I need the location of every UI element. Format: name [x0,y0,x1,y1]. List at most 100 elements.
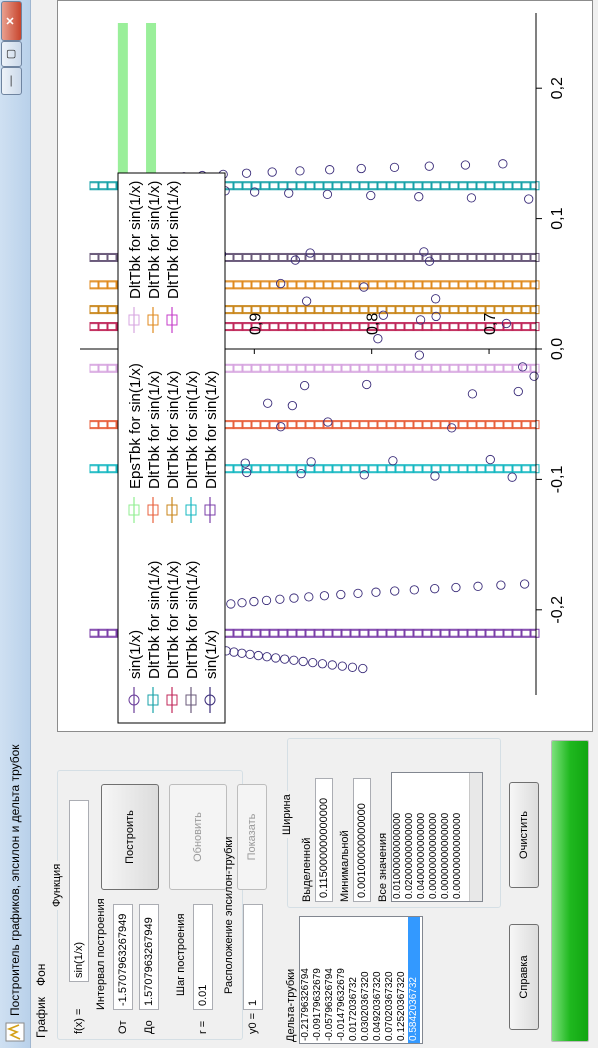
help-button[interactable]: Справка [509,924,539,1030]
delta-tube-marker [350,322,360,332]
function-point [275,594,285,604]
window-title: Построитель графиков, эпсилон и дельта т… [8,744,22,1016]
delta-tube-marker [449,322,459,332]
all-values-listbox[interactable]: 0.01000000000000 0.02000000000000 0.0400… [391,772,483,902]
function-point [507,472,517,482]
legend-label: DltTbk for sin(1/x) [165,561,182,679]
delta-tube-marker [404,464,414,474]
delta-tube-marker [413,181,423,191]
function-point [513,386,523,397]
delta-tube-marker [359,252,369,262]
refresh-button[interactable]: Обновить [169,784,227,890]
show-button[interactable]: Показать [237,784,267,890]
delta-tube-marker [512,420,522,430]
delta-tube-marker [512,363,522,373]
build-button[interactable]: Построить [101,784,159,890]
delta-list-item-selected[interactable]: 0.5842036732 [408,917,420,1043]
to-input[interactable]: 1.5707963267949 [139,904,159,1010]
from-input[interactable]: -1.5707963267949 [113,904,133,1010]
app-icon [5,1022,25,1042]
maximize-button[interactable]: ▢ [1,41,22,67]
function-point [249,187,260,197]
delta-tube-marker [359,322,369,332]
delta-tube-marker [242,252,252,262]
function-point [322,189,333,199]
delta-tube-marker [296,280,306,290]
function-point [280,654,290,664]
delta-tube-marker [278,464,288,474]
delta-tube-marker [305,181,315,191]
delta-list-item[interactable]: 0.04920367320 [372,971,383,1041]
function-point [460,160,471,170]
delta-tube-marker [359,420,369,430]
delta-tube-marker [98,420,108,430]
all-values-item[interactable]: 0.00000000000000 [428,812,439,899]
legend-marker [128,314,140,326]
delta-tube-marker [377,628,387,638]
all-values-item[interactable]: 0.01000000000000 [392,812,403,899]
delta-tube-marker [386,181,396,191]
delta-tube-marker [422,280,432,290]
delta-tube-marker [503,322,513,332]
delta-tube-marker [485,280,495,290]
delta-tube-marker [251,628,261,638]
delta-list-item[interactable]: 0.03020367320 [360,971,371,1041]
delta-tube-marker [350,363,360,373]
delta-tube-marker [485,181,495,191]
delta-tube-marker [521,322,531,332]
delta-tube-marker [404,252,414,262]
menu-item-background[interactable]: Фон [34,963,48,986]
delta-listbox[interactable]: -0.21796326794 -0.09179632679 -0.0579632… [299,916,423,1044]
delta-list-item[interactable]: -0.09179632679 [312,968,323,1041]
delta-tube-marker [494,628,504,638]
delta-list-item[interactable]: -0.01479632679 [336,968,347,1041]
delta-list-item[interactable]: 0.0172036732 [348,977,359,1041]
delta-tube-marker [467,464,477,474]
delta-list-item[interactable]: 0.07020367320 [384,971,395,1041]
function-point [430,471,440,481]
delta-tube-marker [251,322,261,332]
delta-list-item[interactable]: -0.21796326794 [300,968,311,1041]
menu-item-graph[interactable]: График [34,997,48,1038]
delta-tube-marker [386,322,396,332]
delta-tube-marker [368,420,378,430]
legend-label: DltTbk for sin(1/x) [165,181,182,299]
delta-tube-marker [260,363,270,373]
delta-tube-marker [530,628,540,638]
fx-input[interactable]: sin(1/x) [69,800,89,982]
delta-tube-marker [251,252,261,262]
close-button[interactable]: ✕ [1,1,22,41]
all-values-item[interactable]: 0.00000000000000 [452,812,463,899]
function-point [451,582,461,593]
delta-tube-marker [485,363,495,373]
all-values-item[interactable]: 0.00000000000000 [440,812,451,899]
function-point [289,655,299,665]
legend-marker [204,694,216,706]
function-point [424,161,434,171]
delta-tube-marker [503,181,513,191]
delta-tube-marker [242,322,252,332]
delta-tube-marker [296,420,306,430]
delta-list-item[interactable]: -0.05796326794 [324,968,335,1041]
delta-tube-marker [431,181,441,191]
delta-tube-marker [341,464,351,474]
delta-tube-marker [449,252,459,262]
delta-tube-marker [314,252,324,262]
clear-button[interactable]: Очистить [509,782,539,888]
delta-tube-marker [305,322,315,332]
all-values-item[interactable]: 0.04000000000000 [416,812,427,899]
delta-tube-marker [242,305,252,315]
delta-tube-marker [296,628,306,638]
delta-list-item[interactable]: 0.12520367320 [396,971,407,1041]
delta-tube-marker [314,363,324,373]
all-values-item[interactable]: 0.02000000000000 [404,812,415,899]
delta-tube-marker [521,464,531,474]
step-input[interactable]: 0.01 [193,904,213,1010]
delta-tube-marker [404,628,414,638]
delta-tube-marker [242,628,252,638]
horizontal-scrollbar[interactable] [469,773,482,901]
minimize-button[interactable]: — [1,67,22,95]
y0-input[interactable]: 1 [243,904,263,1010]
delta-tube-marker [89,280,99,290]
delta-tube-marker [287,252,297,262]
